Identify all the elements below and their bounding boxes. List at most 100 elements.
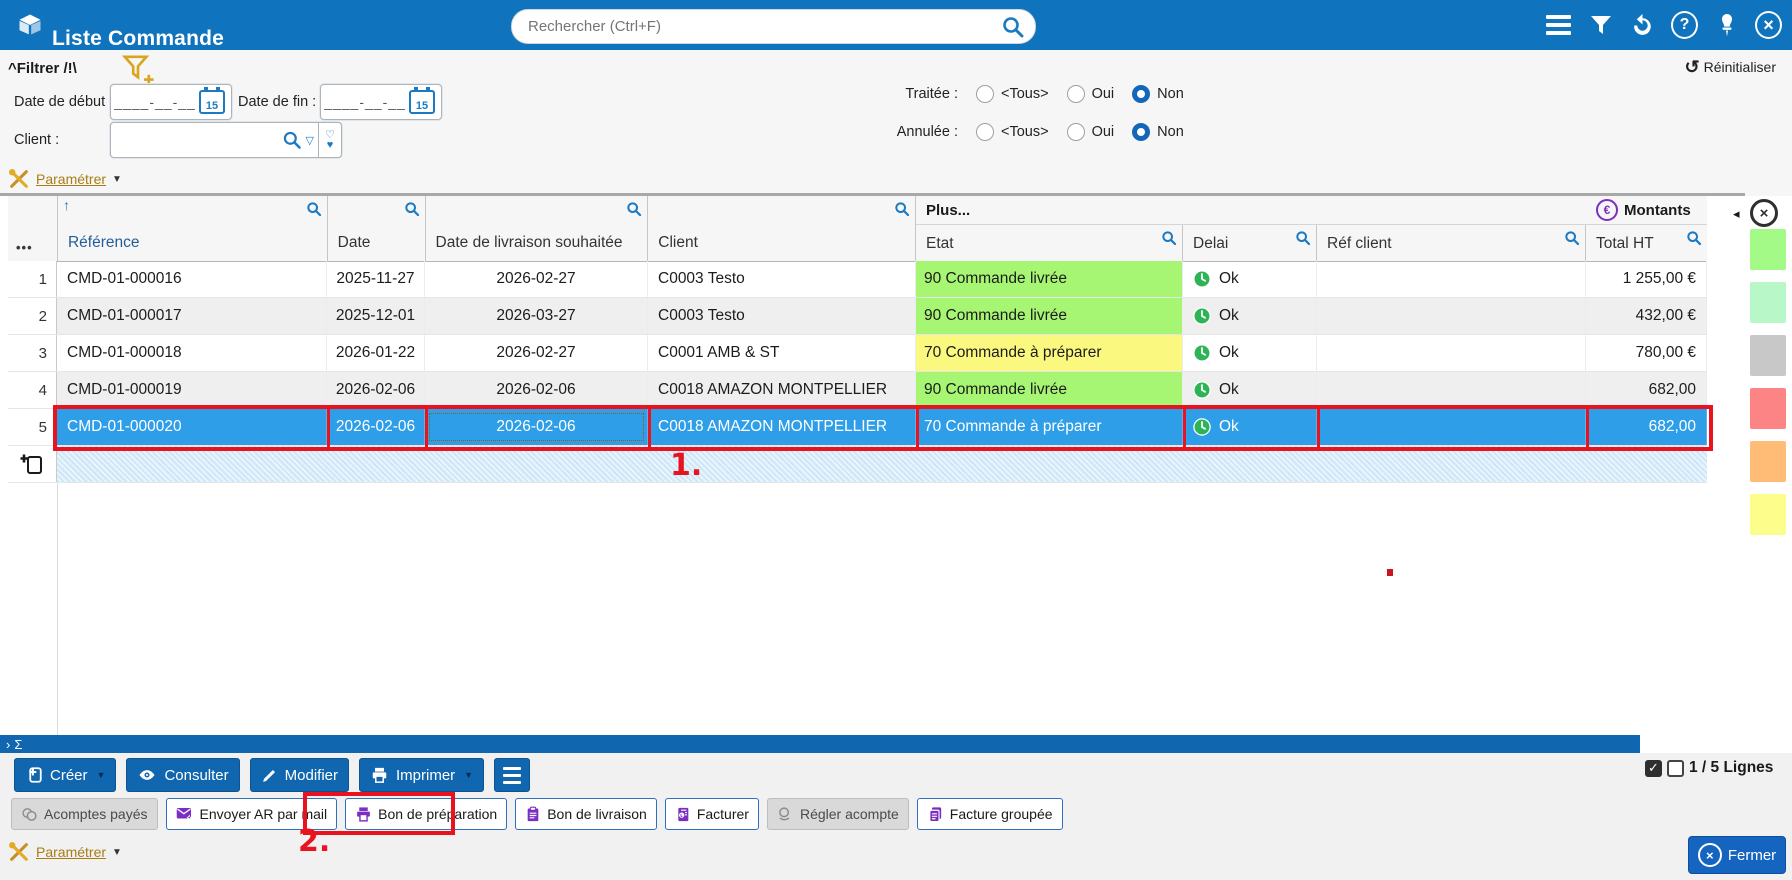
calendar-icon[interactable]: 15 xyxy=(409,90,435,114)
checkbox-checked[interactable]: ✓ xyxy=(1645,760,1662,777)
invoice-icon xyxy=(675,806,691,823)
new-record-cells[interactable] xyxy=(57,446,1707,482)
row-number[interactable]: 1 xyxy=(8,261,57,297)
envoyer-ar-button[interactable]: Envoyer AR par mail xyxy=(166,798,338,830)
acomptes-payes-button[interactable]: Acomptes payés xyxy=(11,798,158,830)
legend-color-swatch xyxy=(1750,441,1786,482)
regler-acompte-button[interactable]: Régler acompte xyxy=(767,798,909,830)
facture-groupee-button[interactable]: Facture groupée xyxy=(917,798,1063,830)
reset-icon: ↺ xyxy=(1685,58,1700,76)
cell-date-livraison: 2026-03-27 xyxy=(425,298,648,334)
checkbox-unchecked[interactable] xyxy=(1667,760,1684,777)
cell-client: C0018 AMAZON MONTPELLIER xyxy=(648,409,916,445)
column-search-icon[interactable] xyxy=(1564,230,1580,246)
date-start-input[interactable]: ____-__-__ 15 xyxy=(110,84,232,120)
more-actions-button[interactable] xyxy=(494,758,530,792)
table-row[interactable]: 3CMD-01-0000182026-01-222026-02-27C0001 … xyxy=(8,335,1707,372)
table-row[interactable]: 2CMD-01-0000172025-12-012026-03-27C0003 … xyxy=(8,298,1707,335)
cell-delai: Ok xyxy=(1183,298,1317,334)
stacked-invoices-icon xyxy=(927,806,944,823)
row-options-header[interactable]: ••• xyxy=(8,196,58,261)
annulee-radio-oui[interactable]: Oui xyxy=(1067,123,1115,141)
column-search-icon[interactable] xyxy=(1295,230,1311,246)
modifier-button[interactable]: Modifier xyxy=(250,758,349,792)
filter-title[interactable]: ^Filtrer /!\ xyxy=(8,60,77,77)
refresh-icon[interactable] xyxy=(1629,12,1656,39)
fermer-button[interactable]: × Fermer xyxy=(1688,836,1786,874)
column-header-date[interactable]: Date xyxy=(328,196,426,261)
search-icon[interactable] xyxy=(1001,15,1025,39)
table-row[interactable]: 1CMD-01-0000162025-11-272026-02-27C0003 … xyxy=(8,261,1707,298)
cell-etat: 90 Commande livrée xyxy=(916,372,1183,408)
traitee-radio-oui[interactable]: Oui xyxy=(1067,85,1115,103)
calendar-icon[interactable]: 15 xyxy=(199,90,225,114)
imprimer-button[interactable]: Imprimer▼ xyxy=(359,758,484,792)
creer-button[interactable]: Créer▼ xyxy=(14,758,116,792)
cell-delai: Ok xyxy=(1183,372,1317,408)
cell-total-ht: 780,00 € xyxy=(1586,335,1707,371)
column-header-reference[interactable]: ↑ Référence xyxy=(58,196,328,261)
table-row[interactable]: 4CMD-01-0000192026-02-062026-02-06C0018 … xyxy=(8,372,1707,409)
column-header-ref-client[interactable]: Réf client xyxy=(1317,225,1586,261)
search-input[interactable] xyxy=(512,18,1001,35)
reset-filters-button[interactable]: ↺ Réinitialiser xyxy=(1685,58,1776,76)
column-header-delai[interactable]: Delai xyxy=(1183,225,1317,261)
sum-bar[interactable]: › Σ xyxy=(0,735,1640,753)
status-color-legend xyxy=(1750,229,1786,535)
traitee-radio-tous[interactable]: <Tous> xyxy=(976,85,1049,103)
table-row[interactable]: 5CMD-01-0000202026-02-062026-02-06C0018 … xyxy=(8,409,1707,446)
dropdown-icon[interactable]: ▼ xyxy=(464,770,473,780)
row-number[interactable]: 4 xyxy=(8,372,57,408)
annulee-radio-non[interactable]: Non xyxy=(1132,123,1184,141)
cell-date: 2026-01-22 xyxy=(327,335,425,371)
legend-close-icon[interactable]: × xyxy=(1750,199,1778,227)
column-search-icon[interactable] xyxy=(1686,230,1702,246)
filter-icon[interactable] xyxy=(1587,12,1614,39)
pin-icon[interactable] xyxy=(1713,12,1740,39)
bon-livraison-button[interactable]: Bon de livraison xyxy=(515,798,657,830)
date-end-input[interactable]: ____-__-__ 15 xyxy=(320,84,442,120)
row-number[interactable]: 2 xyxy=(8,298,57,334)
cell-date-livraison: 2026-02-27 xyxy=(425,335,648,371)
facturer-button[interactable]: Facturer xyxy=(665,798,759,830)
column-header-client[interactable]: Client xyxy=(648,196,916,261)
tools-icon xyxy=(8,168,30,190)
column-search-icon[interactable] xyxy=(894,201,910,217)
add-row-icon[interactable] xyxy=(20,452,44,476)
menu-icon[interactable] xyxy=(1545,12,1572,39)
column-search-icon[interactable] xyxy=(404,201,420,217)
client-dropdown-icon[interactable]: ▽ xyxy=(306,134,314,147)
client-search-icon[interactable] xyxy=(282,130,302,150)
consulter-button[interactable]: Consulter xyxy=(126,758,239,792)
annulee-radio-tous[interactable]: <Tous> xyxy=(976,123,1049,141)
column-search-icon[interactable] xyxy=(1161,230,1177,246)
document-actions: Acomptes payés Envoyer AR par mail Bon d… xyxy=(11,798,1063,830)
cell-client: C0018 AMAZON MONTPELLIER xyxy=(648,372,916,408)
help-icon[interactable]: ? xyxy=(1671,12,1698,39)
column-header-etat[interactable]: Etat xyxy=(916,225,1183,261)
client-input[interactable]: ▽ ♡♥ xyxy=(110,122,342,158)
parametrer-link-bottom[interactable]: Paramétrer ▼ xyxy=(8,841,122,863)
bon-preparation-button[interactable]: Bon de préparation xyxy=(345,798,507,830)
delai-clock-icon xyxy=(1193,270,1211,288)
column-header-total-ht[interactable]: Total HT xyxy=(1586,225,1707,261)
row-number[interactable]: 3 xyxy=(8,335,57,371)
traitee-radio-group: Traitée : <Tous>OuiNon xyxy=(888,85,1184,103)
cell-date: 2025-12-01 xyxy=(327,298,425,334)
column-header-date-livraison[interactable]: Date de livraison souhaitée xyxy=(426,196,649,261)
favorite-clients-icon[interactable]: ♡♥ xyxy=(318,123,341,157)
row-options-icon[interactable]: ••• xyxy=(16,240,33,255)
collapse-chevron-icon[interactable]: ^ xyxy=(8,60,17,77)
delai-clock-icon xyxy=(1193,418,1211,436)
add-row-gutter[interactable] xyxy=(8,446,57,482)
close-icon[interactable]: × xyxy=(1755,12,1782,39)
column-search-icon[interactable] xyxy=(626,201,642,217)
column-search-icon[interactable] xyxy=(306,201,322,217)
legend-collapse-icon[interactable]: ◂ xyxy=(1733,206,1740,222)
parametrer-link-top[interactable]: Paramétrer ▼ xyxy=(8,168,122,190)
new-record-row[interactable] xyxy=(8,446,1707,483)
group-plus-label: Plus... xyxy=(916,196,1586,224)
dropdown-icon[interactable]: ▼ xyxy=(97,770,106,780)
traitee-radio-non[interactable]: Non xyxy=(1132,85,1184,103)
row-number[interactable]: 5 xyxy=(8,409,57,445)
